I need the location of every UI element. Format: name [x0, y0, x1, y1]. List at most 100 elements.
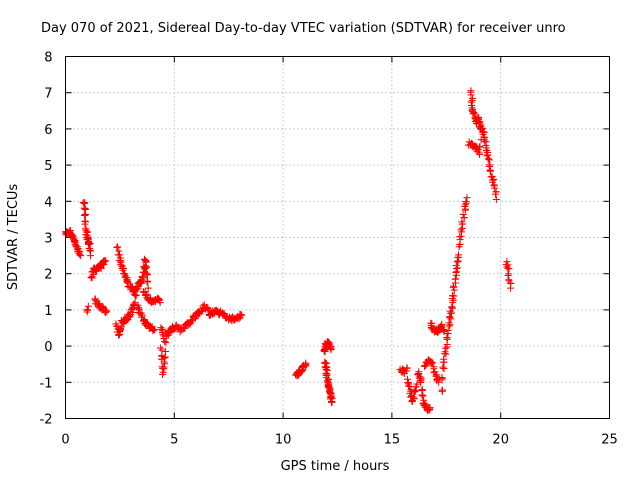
x-axis-label: GPS time / hours: [281, 459, 390, 474]
data-point: [114, 243, 122, 251]
data-point: [463, 194, 471, 202]
data-point: [327, 346, 335, 354]
y-tick-label: 7: [44, 87, 52, 102]
data-point: [115, 247, 123, 255]
data-point: [426, 404, 434, 412]
data-point: [485, 161, 493, 169]
data-point: [442, 344, 450, 352]
data-point: [449, 292, 457, 300]
data-point: [103, 308, 111, 316]
y-tick-label: 5: [44, 159, 52, 174]
data-point: [144, 284, 152, 292]
data-point: [419, 391, 427, 399]
data-point: [446, 321, 454, 329]
data-point: [157, 324, 165, 332]
data-point: [415, 370, 423, 378]
data-point: [459, 211, 467, 219]
data-point: [468, 102, 476, 110]
data-point: [86, 240, 94, 248]
data-point: [160, 358, 168, 366]
data-point: [84, 302, 92, 310]
data-point: [470, 109, 478, 117]
data-point: [82, 218, 90, 226]
data-point: [439, 363, 447, 371]
data-point: [448, 303, 456, 311]
data-point: [438, 322, 446, 330]
data-point: [477, 136, 485, 144]
data-point: [475, 116, 483, 124]
data-point: [476, 143, 484, 151]
y-tick-label: 1: [44, 304, 52, 319]
x-tick-label: 25: [601, 433, 618, 448]
data-point: [455, 243, 463, 251]
data-point: [492, 195, 500, 203]
data-point: [423, 402, 431, 410]
data-point: [428, 358, 436, 366]
data-point: [441, 350, 449, 358]
data-point: [143, 278, 151, 286]
y-tick-label: 8: [44, 51, 52, 66]
data-point: [112, 320, 120, 328]
data-point: [445, 322, 453, 330]
data-point: [456, 233, 464, 241]
data-points: [62, 87, 515, 415]
data-point: [77, 252, 85, 260]
y-axis-ticks: -2 -1 0 1 2 3 4 5 6 7 8: [40, 51, 610, 428]
data-point: [298, 363, 306, 371]
data-point: [117, 258, 125, 266]
data-point: [410, 395, 418, 403]
data-point: [156, 299, 164, 307]
data-point: [438, 374, 446, 382]
data-point: [162, 348, 170, 356]
data-point: [302, 360, 310, 368]
data-point: [143, 271, 151, 279]
data-point: [85, 244, 93, 252]
data-point: [506, 284, 514, 292]
data-point: [322, 371, 330, 379]
data-point: [91, 296, 99, 304]
data-point: [438, 386, 446, 394]
data-point: [461, 203, 469, 211]
data-point: [417, 378, 425, 386]
x-tick-label: 20: [492, 433, 509, 448]
data-point: [443, 335, 451, 343]
grid-lines: [65, 56, 610, 419]
data-point: [142, 269, 150, 277]
data-point: [444, 330, 452, 338]
data-point: [102, 257, 110, 265]
data-point: [442, 350, 450, 358]
data-point: [80, 204, 88, 212]
data-point: [86, 246, 94, 254]
data-point: [162, 339, 170, 347]
y-tick-label: 6: [44, 123, 52, 138]
x-tick-label: 10: [275, 433, 292, 448]
data-point: [87, 252, 95, 260]
x-tick-label: 15: [384, 433, 401, 448]
data-point: [484, 155, 492, 163]
data-point: [138, 272, 146, 280]
y-axis-label: SDTVAR / TECUs: [6, 184, 21, 291]
y-tick-label: 3: [44, 232, 52, 247]
data-point: [405, 382, 412, 390]
data-point: [431, 368, 439, 376]
y-tick-label: -1: [40, 376, 53, 391]
x-axis-ticks: 0 5 10 15 20 25: [61, 56, 618, 448]
data-point: [238, 311, 246, 319]
y-tick-label: 4: [44, 195, 52, 210]
data-point: [486, 166, 494, 174]
data-point: [117, 325, 125, 333]
y-tick-label: -2: [40, 413, 53, 428]
data-point: [83, 306, 91, 314]
data-point: [440, 328, 448, 336]
data-point: [135, 306, 143, 314]
data-point: [476, 150, 484, 158]
data-point: [467, 88, 475, 96]
chart-title: Day 070 of 2021, Sidereal Day-to-day VTE…: [41, 21, 566, 36]
data-point: [449, 283, 457, 291]
data-point: [161, 360, 169, 368]
data-point: [452, 271, 460, 279]
data-point: [159, 370, 167, 378]
data-point: [139, 311, 147, 319]
data-point: [479, 124, 487, 132]
